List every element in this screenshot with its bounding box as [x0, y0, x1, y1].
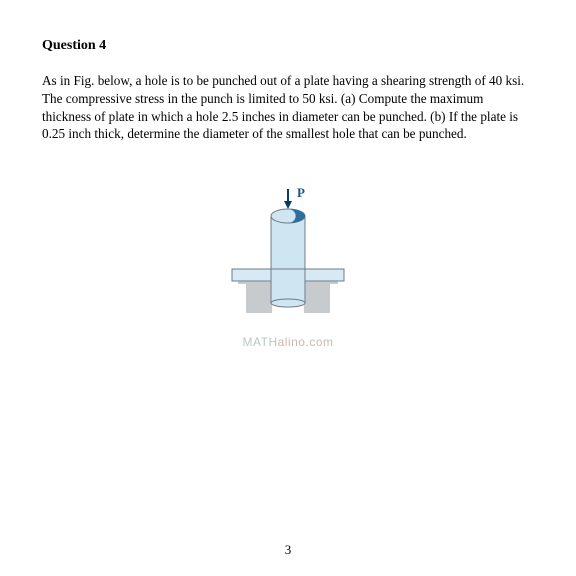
figure-container: P MATHalino.com: [42, 181, 534, 349]
punch-figure: P MATHalino.com: [198, 181, 378, 349]
question-body: As in Fig. below, a hole is to be punche…: [42, 72, 534, 143]
watermark-part-a: MATH: [243, 335, 278, 349]
document-page: Question 4 As in Fig. below, a hole is t…: [0, 0, 576, 576]
watermark-part-b: alino.com: [278, 335, 334, 349]
page-number: 3: [0, 542, 576, 558]
question-heading: Question 4: [42, 38, 534, 54]
svg-text:P: P: [297, 185, 305, 200]
watermark: MATHalino.com: [198, 335, 378, 349]
